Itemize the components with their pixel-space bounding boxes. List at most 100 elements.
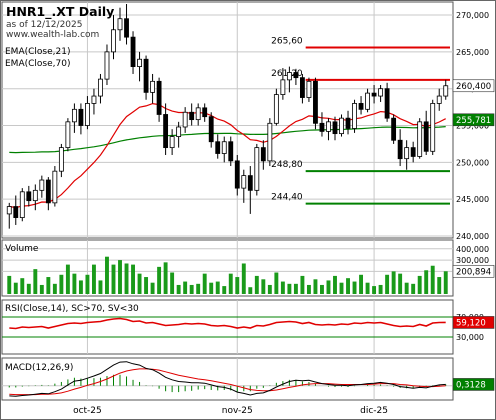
volume-bar [215, 281, 220, 294]
candle [202, 103, 208, 122]
volume-bar [352, 281, 357, 294]
volume-pane-title: Volume [5, 244, 39, 254]
candle-body [208, 116, 214, 143]
volume-bar [293, 283, 298, 294]
candle [39, 175, 45, 198]
chart-title: HNR1_.XT Daily [6, 4, 114, 20]
volume-bar [39, 284, 44, 294]
candle-body [71, 108, 77, 123]
candle [98, 73, 103, 104]
candle-body [13, 206, 19, 218]
ema-fast-line [9, 102, 446, 209]
volume-bar [235, 277, 240, 294]
candle-body [19, 191, 25, 218]
candle [228, 136, 234, 167]
volume-bar [313, 279, 318, 294]
candle-body [58, 147, 64, 172]
volume-bar [359, 274, 364, 294]
candle [208, 112, 214, 148]
candle [339, 114, 344, 137]
candle [6, 202, 12, 229]
volume-bar [65, 264, 70, 294]
candle-body [332, 121, 338, 135]
candle [71, 103, 77, 133]
candle-body [365, 92, 370, 110]
volume-bar [346, 278, 350, 294]
candle-body [111, 29, 116, 53]
candle [410, 141, 416, 163]
candle [26, 185, 32, 207]
volume-bar [280, 281, 285, 294]
candle-body [352, 103, 357, 129]
price-y-tick-label: 265,000 [456, 48, 489, 57]
volume-bar [228, 273, 233, 294]
candle-body [202, 107, 208, 118]
candle-body [26, 191, 32, 202]
level-label: 265,60 [271, 36, 303, 46]
candle-body [443, 85, 449, 97]
volume-bar [202, 273, 207, 294]
volume-bar [320, 284, 324, 294]
volume-bar [98, 280, 103, 294]
candle-body [182, 111, 188, 128]
volume-bar [118, 260, 122, 294]
volume-bar [150, 282, 155, 294]
volume-y-tick-label: 400,000 [456, 245, 489, 254]
x-tick-label: oct-25 [73, 406, 102, 416]
candle-body [384, 88, 390, 119]
candle [221, 136, 227, 163]
source-url: www.wealth-lab.com [6, 30, 99, 40]
rsi-last-label: 59,120 [456, 318, 486, 328]
candle [85, 96, 90, 130]
volume-bar [222, 286, 227, 294]
candle-body [91, 95, 97, 104]
volume-bar [7, 275, 12, 294]
volume-bar [248, 287, 253, 294]
volume-bars [7, 256, 448, 294]
candle-body [306, 80, 312, 98]
candle-body [404, 147, 410, 160]
rsi-last-label-box [452, 316, 495, 329]
volume-pane [1, 239, 454, 297]
volume-bar [59, 274, 64, 294]
candle-body [358, 103, 364, 110]
candle [332, 116, 338, 141]
candle [241, 169, 247, 203]
candle [326, 118, 331, 141]
volume-bar [157, 266, 162, 294]
volume-bar [91, 264, 96, 294]
candle [352, 99, 357, 133]
candle-body [273, 94, 279, 124]
candle [45, 177, 51, 211]
candle [286, 66, 292, 93]
rsi-pane-title: RSI(Close,14), SC>70, SV<30 [5, 304, 139, 314]
volume-bar [398, 273, 403, 294]
legend-ema-fast: EMA(Close,21) [5, 47, 70, 57]
candle-body [45, 179, 51, 204]
volume-bar [33, 269, 38, 294]
volume-bar [404, 282, 409, 294]
volume-bar [13, 282, 18, 294]
candle-body [423, 121, 429, 152]
candle [280, 68, 286, 100]
candle-body [117, 18, 123, 31]
candle [150, 73, 156, 104]
candle-body [234, 160, 240, 189]
candle [319, 112, 325, 137]
candle [430, 99, 436, 155]
current-price-label-box [452, 79, 495, 93]
candle [234, 154, 240, 196]
ema-lines [9, 102, 446, 209]
volume-bar [170, 272, 175, 294]
volume-bar [196, 283, 201, 294]
level-label: 244,40 [271, 193, 303, 203]
candle [13, 195, 19, 225]
price-pane [1, 1, 454, 239]
volume-bar [85, 274, 90, 294]
candle [169, 129, 175, 155]
volume-bar [183, 281, 188, 294]
candle [182, 107, 188, 133]
volume-bar [144, 277, 149, 294]
candle-body [156, 80, 162, 115]
